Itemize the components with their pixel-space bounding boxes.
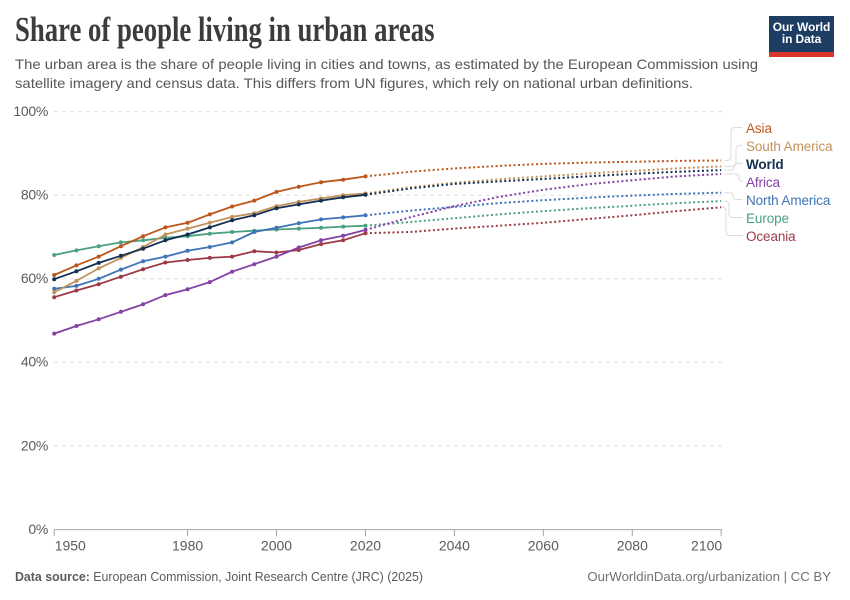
svg-text:2020: 2020 [350,538,381,554]
svg-text:2080: 2080 [617,538,648,554]
svg-text:60%: 60% [21,270,48,286]
svg-text:20%: 20% [21,437,48,453]
svg-text:South America: South America [746,139,833,154]
svg-text:World: World [746,157,784,172]
svg-text:2100: 2100 [691,538,722,554]
svg-text:1980: 1980 [172,538,203,554]
svg-text:100%: 100% [13,103,48,119]
svg-text:40%: 40% [21,354,48,370]
svg-text:Africa: Africa [746,175,781,190]
svg-text:Oceania: Oceania [746,229,796,244]
svg-text:North America: North America [746,193,831,208]
svg-text:Asia: Asia [746,121,772,136]
svg-text:2000: 2000 [261,538,292,554]
svg-text:2040: 2040 [439,538,470,554]
svg-text:2060: 2060 [528,538,559,554]
svg-text:Europe: Europe [746,211,789,226]
svg-text:0%: 0% [28,521,48,537]
svg-text:80%: 80% [21,187,48,203]
svg-text:1950: 1950 [55,538,86,554]
